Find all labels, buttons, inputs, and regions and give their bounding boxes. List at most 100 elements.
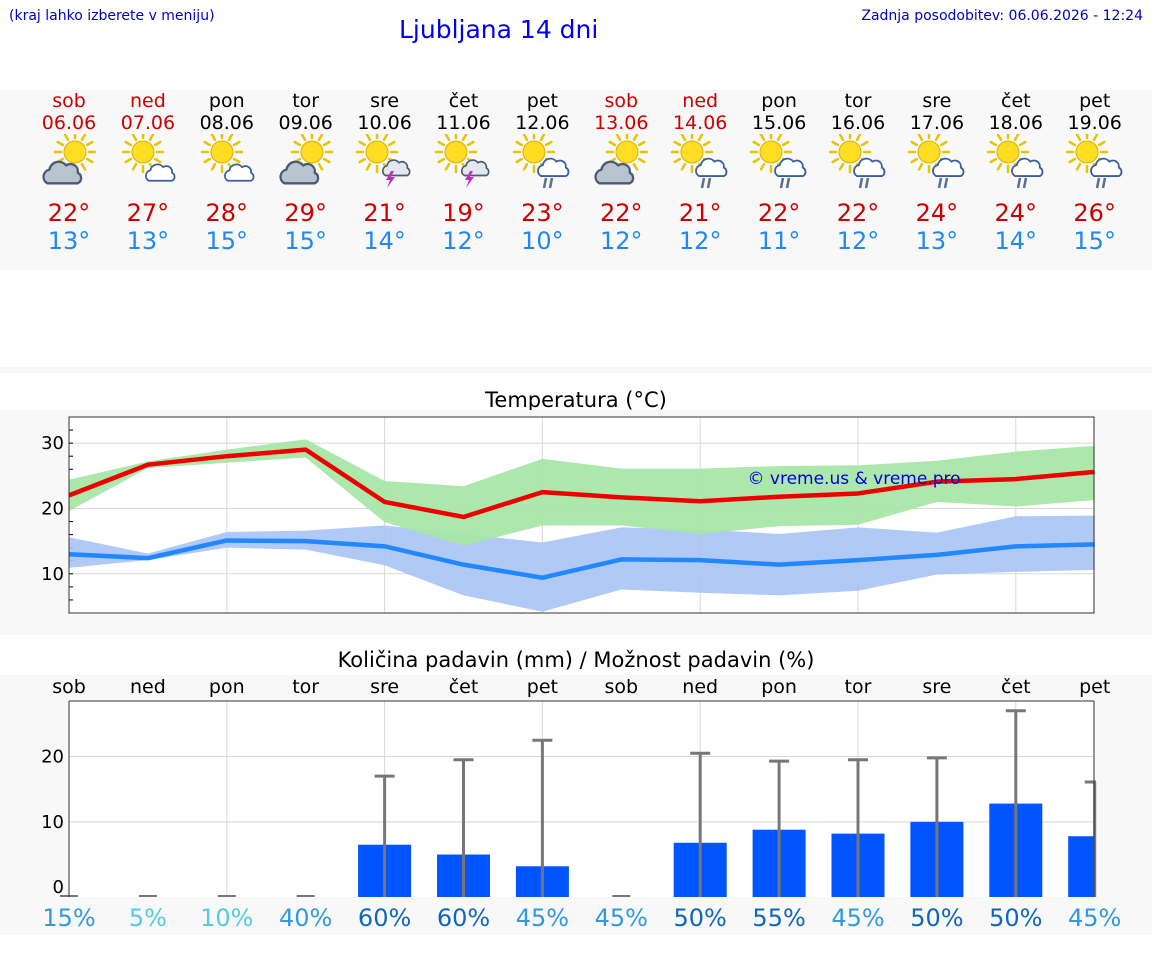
precipitation-probability: 5%: [128, 904, 167, 932]
cloud-shape: [144, 163, 176, 182]
min-temperature: 12°: [442, 227, 485, 255]
min-temperature-line: [68, 538, 1095, 580]
day-name: tor: [844, 90, 872, 112]
sun-shape: [121, 134, 165, 174]
cloud-shape: [381, 159, 411, 177]
cloud-shape: [223, 163, 255, 182]
precipitation-probability: 45%: [1068, 904, 1122, 932]
day-date: 09.06: [278, 112, 333, 134]
day-date: 18.06: [988, 112, 1043, 134]
sun-shape: [749, 134, 793, 174]
day-name: sob: [52, 90, 86, 112]
lightning-shape: [464, 171, 474, 188]
day-name: sob: [604, 90, 639, 112]
precipitation-day-label: sre: [922, 676, 952, 698]
sun-shape: [513, 134, 556, 174]
max-temperature: 27°: [126, 199, 170, 227]
precipitation-chart-title: Količina padavin (mm) / Možnost padavin …: [337, 648, 815, 672]
day-date: 13.06: [594, 112, 649, 134]
sun-rain-icon: [670, 134, 728, 189]
day-date: 08.06: [199, 112, 254, 134]
y-tick-label: 0: [53, 877, 64, 898]
cloud-shape: [1010, 157, 1044, 178]
max-temperature: 19°: [442, 199, 485, 227]
y-tick-label: 10: [41, 812, 64, 833]
sun-thunder-icon: [434, 134, 489, 188]
precipitation-day-label: pet: [526, 676, 558, 698]
sun-rain-icon: [749, 134, 807, 189]
sun-shape: [828, 134, 872, 174]
sun-rain-icon: [986, 134, 1044, 189]
rain-drops: [937, 177, 949, 189]
day-name: čet: [1001, 90, 1031, 112]
max-temperature: 22°: [600, 199, 643, 227]
watermark: © vreme.us & vreme.pro: [747, 469, 960, 489]
cloud-shape: [1089, 157, 1123, 178]
max-temperature: 23°: [521, 199, 564, 227]
precipitation-probability: 50%: [910, 904, 964, 932]
sun-thunder-icon: [355, 134, 411, 188]
day-date: 06.06: [41, 112, 97, 134]
rain-drops: [1095, 177, 1106, 189]
day-name: pon: [208, 90, 245, 112]
max-temperature: 29°: [284, 199, 327, 227]
day-date: 19.06: [1067, 112, 1122, 134]
sun-cloud-icon: [42, 134, 97, 185]
precipitation-probability: 60%: [436, 904, 491, 932]
max-temperature-range: [69, 439, 1095, 546]
plot-frame: [68, 416, 1095, 614]
precipitation-day-label: pon: [208, 676, 245, 698]
day-name: ned: [129, 90, 166, 112]
max-temperature: 22°: [836, 199, 880, 227]
max-temperature: 22°: [757, 199, 801, 227]
day-name: pon: [761, 90, 797, 112]
rain-drops: [543, 177, 554, 189]
cloud-shape: [695, 157, 728, 178]
rain-drops: [779, 177, 791, 189]
min-temperature: 13°: [47, 227, 91, 255]
min-temperature: 14°: [994, 227, 1038, 255]
cloud-shape: [774, 157, 807, 178]
y-tick-label: 10: [41, 564, 64, 585]
cloud-shape: [279, 160, 319, 185]
day-date: 15.06: [751, 112, 807, 134]
precipitation-day-label: tor: [292, 676, 320, 698]
sun-cloud-icon: [594, 134, 649, 185]
day-date: 12.06: [515, 112, 570, 134]
lightning-shape: [385, 171, 395, 188]
cloud-shape: [460, 159, 489, 177]
sun-small-cloud-icon: [121, 134, 176, 182]
min-temperature: 14°: [363, 227, 406, 255]
temperature-chart: 10 20 30 © vreme.us & vreme.pro: [41, 416, 1095, 614]
day-date: 11.06: [436, 112, 491, 134]
min-temperature: 10°: [521, 227, 564, 255]
divider: [0, 367, 1152, 373]
day-date: 14.06: [672, 112, 728, 134]
daily-forecast-strip: sob 06.06 22° 13° ned 07.06 27° 13° pon 08.06 28° 1…: [0, 90, 1152, 270]
sun-rain-icon: [513, 134, 570, 189]
precipitation-day-label: ned: [682, 676, 719, 698]
precipitation-day-label: ned: [129, 676, 166, 698]
temperature-chart-title: Temperatura (°C): [485, 388, 667, 412]
precipitation-probability: 60%: [357, 904, 412, 932]
y-tick-label: 20: [41, 498, 64, 519]
max-temperature: 28°: [205, 199, 249, 227]
day-name: pet: [526, 90, 558, 112]
rain-drops: [1016, 177, 1028, 189]
day-date: 10.06: [357, 112, 412, 134]
day-name: tor: [292, 90, 320, 112]
sun-small-cloud-icon: [200, 134, 255, 182]
min-temperature-range: [69, 515, 1095, 612]
last-updated: Zadnja posodobitev: 06.06.2026 - 12:24: [861, 8, 1143, 24]
rain-drops: [858, 177, 870, 189]
min-temperature: 15°: [284, 227, 327, 255]
day-date: 16.06: [830, 112, 886, 134]
min-temperature: 13°: [126, 227, 170, 255]
precipitation-probability: 10%: [200, 904, 254, 932]
max-temperature: 26°: [1073, 199, 1116, 227]
day-name: ned: [682, 90, 719, 112]
day-name: sre: [922, 90, 952, 112]
precipitation-probability: 45%: [594, 904, 648, 932]
rain-drops: [700, 177, 712, 189]
precipitation-day-label: čet: [448, 676, 479, 698]
